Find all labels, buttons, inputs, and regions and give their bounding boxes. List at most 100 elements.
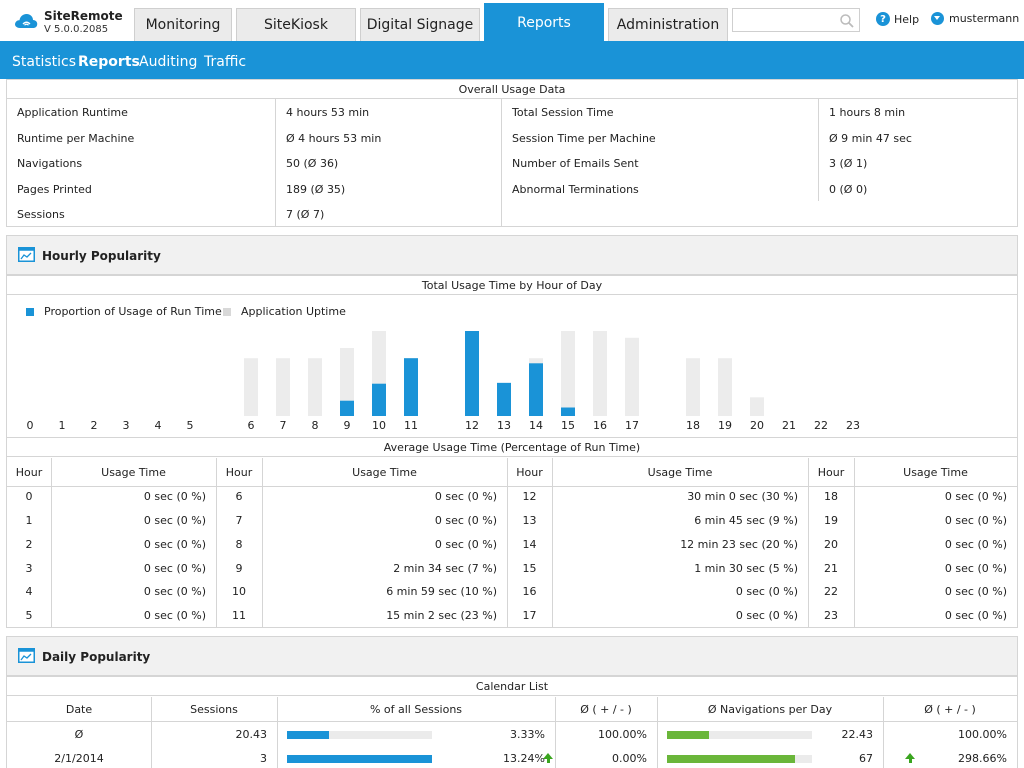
usage-time-cell: 12 min 23 sec (20 %) [680,538,798,551]
help-link[interactable]: ? Help [876,12,919,26]
bar-uptime-6[interactable] [244,358,258,416]
search-input[interactable] [732,8,860,32]
hour-cell: 11 [232,609,246,622]
bar-uptime-15[interactable] [561,331,575,416]
legend-label-uptime[interactable]: Application Uptime [241,305,346,318]
sessions-share-cell: 3.33% [510,728,545,741]
app-name: SiteRemote [44,9,123,23]
column-header[interactable]: Date [65,703,93,716]
subnav-traffic[interactable]: Traffic [204,54,247,70]
usage-time-cell: 0 sec (0 %) [143,609,206,622]
sessions-share-bar-fill [287,731,330,739]
x-tick-label: 17 [625,419,639,432]
bar-uptime-8[interactable] [308,358,322,416]
usage-time-cell: 1 min 30 sec (5 %) [694,562,798,575]
hour-cell: 16 [522,585,537,598]
tab-digital-signage[interactable]: Digital Signage [360,8,480,41]
x-tick-label: 7 [280,419,287,432]
legend-label-usage[interactable]: Proportion of Usage of Run Time [44,305,222,318]
column-header[interactable]: Ø ( + / - ) [580,703,632,716]
divider [854,458,855,628]
overall-left-label: Navigations [17,157,83,170]
overall-right-value: 1 hours 8 min [829,106,906,119]
bar-uptime-19[interactable] [718,358,732,416]
x-tick-label: 14 [529,419,543,432]
overall-right-value: Ø 9 min 47 sec [829,132,912,145]
divider [555,697,556,768]
app-header: SiteRemote V 5.0.0.2085 Monitoring SiteK… [0,0,1024,41]
column-header[interactable]: Ø ( + / - ) [924,703,976,716]
usage-time-cell: 0 sec (0 %) [944,609,1007,622]
usage-time-cell: 6 min 59 sec (10 %) [386,585,497,598]
divider [818,99,819,201]
bar-usage-14[interactable] [529,363,543,416]
navigations-bar [667,755,812,763]
usage-time-cell: 0 sec (0 %) [735,609,798,622]
hourly-popularity-header[interactable]: Hourly Popularity [6,235,1018,275]
help-icon: ? [876,12,890,26]
sub-navigation: Statistics Reports Auditing Traffic [0,41,1024,79]
tab-administration[interactable]: Administration [608,8,728,41]
divider [808,458,809,628]
hour-cell: 3 [25,562,33,575]
sessions-share-bar [287,731,432,739]
divider [151,697,152,768]
subnav-reports[interactable]: Reports [78,54,140,70]
navigations-cell: 67 [859,752,873,765]
app-logo[interactable]: SiteRemote V 5.0.0.2085 [14,8,134,38]
bar-uptime-18[interactable] [686,358,700,416]
hourly-popularity-title: Hourly Popularity [42,249,161,263]
bar-usage-13[interactable] [497,382,511,416]
bar-uptime-16[interactable] [593,331,607,416]
column-header-hour[interactable]: Hour [817,466,845,479]
column-header-usage-time[interactable]: Usage Time [647,466,713,479]
column-header-hour[interactable]: Hour [516,466,543,479]
sessions-cell: 20.43 [235,728,268,741]
hourly-panel: Total Usage Time by Hour of Day Proporti… [6,275,1018,628]
bar-usage-9[interactable] [340,400,354,416]
bar-usage-10[interactable] [372,383,386,416]
tab-sitekiosk[interactable]: SiteKiosk [236,8,356,41]
column-header[interactable]: Ø Navigations per Day [707,703,833,716]
user-menu[interactable]: mustermann [931,12,1019,25]
daily-popularity-header[interactable]: Daily Popularity [6,636,1018,676]
bar-usage-11[interactable] [404,358,418,416]
usage-time-cell: 0 sec (0 %) [143,538,206,551]
hour-cell: 1 [25,514,33,527]
column-header[interactable]: % of all Sessions [369,703,463,716]
bar-uptime-9[interactable] [340,348,354,416]
bar-uptime-17[interactable] [625,337,639,416]
column-header-usage-time[interactable]: Usage Time [352,466,417,479]
x-tick-label: 11 [404,419,418,432]
bar-uptime-20[interactable] [750,397,764,416]
bar-usage-12[interactable] [465,331,479,416]
x-tick-label: 13 [497,419,511,432]
usage-time-cell: 6 min 45 sec (9 %) [694,514,798,527]
divider [51,458,52,628]
sessions-diff-cell: 0.00% [612,752,647,765]
sessions-cell: 3 [260,752,267,765]
x-tick-label: 20 [750,419,764,432]
tab-reports[interactable]: Reports [484,3,604,41]
daily-panel: Calendar List Date Sessions % of all Sessi… [6,676,1018,768]
tab-monitoring[interactable]: Monitoring [134,8,232,41]
hour-cell: 17 [522,609,537,622]
subnav-auditing[interactable]: Auditing [139,54,198,70]
usage-time-cell: 0 sec (0 %) [944,585,1007,598]
column-header-usage-time[interactable]: Usage Time [101,466,166,479]
bar-usage-15[interactable] [561,407,575,417]
column-header-hour[interactable]: Hour [225,466,253,479]
overall-left-value: 189 (Ø 35) [286,183,346,196]
search-icon[interactable] [839,13,855,29]
usage-time-cell: 0 sec (0 %) [143,562,206,575]
subnav-statistics[interactable]: Statistics [12,54,76,70]
divider [657,697,658,768]
hour-cell: 15 [522,562,537,575]
bar-uptime-7[interactable] [276,358,290,416]
column-header[interactable]: Sessions [190,703,238,716]
x-tick-label: 1 [59,419,66,432]
column-header-usage-time[interactable]: Usage Time [903,466,968,479]
column-header-hour[interactable]: Hour [15,466,43,479]
x-tick-label: 15 [561,419,575,432]
x-tick-label: 16 [593,419,607,432]
